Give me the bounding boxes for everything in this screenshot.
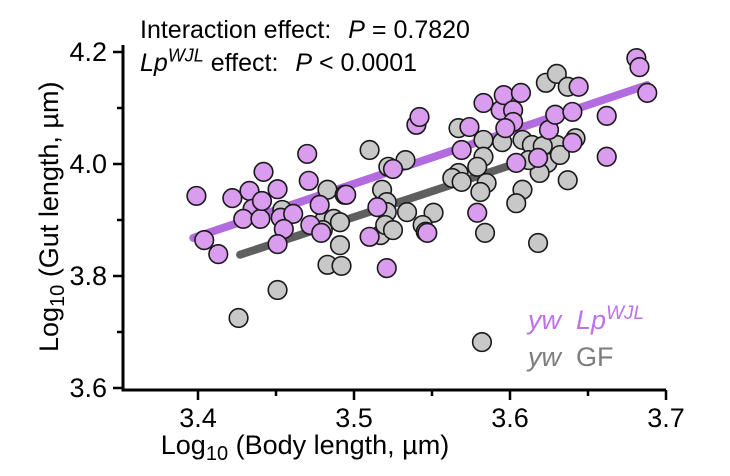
- data-point: [562, 132, 583, 153]
- axis-ticks: [113, 50, 668, 400]
- data-point: [382, 158, 404, 180]
- data-point: [506, 152, 527, 173]
- data-point: [451, 171, 472, 193]
- data-point: [233, 208, 254, 229]
- data-point: [251, 190, 273, 212]
- data-point: [562, 101, 583, 123]
- data-point: [473, 92, 494, 114]
- data-point: [596, 105, 617, 126]
- data-point: [283, 203, 304, 224]
- data-point: [467, 202, 488, 223]
- data-point: [253, 161, 274, 182]
- scatter-points-gf: [228, 63, 586, 353]
- data-point: [186, 185, 207, 207]
- data-point: [336, 184, 357, 205]
- data-point: [409, 106, 430, 128]
- legend-entry-gf: yw GF: [528, 342, 614, 372]
- data-point: [527, 232, 549, 254]
- data-point: [506, 193, 527, 214]
- interaction-effect-text: Interaction effect: P = 0.7820: [140, 16, 470, 44]
- data-point: [459, 116, 480, 138]
- data-point: [549, 144, 571, 166]
- data-point: [510, 82, 532, 103]
- data-point: [329, 235, 351, 256]
- data-point: [470, 181, 491, 203]
- x-axis-label: Log10 (Body length, µm): [160, 430, 450, 465]
- data-point: [222, 188, 243, 209]
- data-point: [629, 57, 650, 78]
- data-point: [329, 212, 351, 233]
- stats-annotation: Interaction effect: P = 0.7820 LpWJL eff…: [140, 14, 470, 80]
- data-point: [359, 139, 380, 161]
- y-axis-label: Log10 (Gut length, µm): [34, 81, 69, 352]
- data-point: [396, 202, 418, 223]
- y-tick-label: 4.0: [69, 149, 107, 179]
- data-point: [596, 146, 617, 167]
- data-point: [208, 244, 229, 265]
- data-point: [545, 104, 566, 125]
- y-tick-label: 4.2: [69, 37, 107, 67]
- data-point: [194, 230, 215, 251]
- lpwjl-effect-text: LpWJL effect: P < 0.0001: [140, 45, 418, 77]
- data-point: [359, 226, 380, 247]
- data-point: [527, 147, 549, 168]
- axes: [121, 45, 666, 392]
- data-point: [228, 307, 249, 329]
- data-point: [267, 179, 288, 200]
- y-tick-label: 3.8: [69, 261, 107, 291]
- data-point: [568, 76, 589, 97]
- data-point: [250, 208, 271, 229]
- data-point: [467, 156, 488, 177]
- data-point: [311, 222, 332, 243]
- x-tick-label: 3.4: [179, 403, 217, 433]
- tick-labels: 3.4 3.5 3.6 3.7 3.6 3.8 4.0 4.2: [69, 37, 684, 433]
- x-tick-label: 3.7: [647, 403, 685, 433]
- data-point: [382, 219, 404, 241]
- data-point: [331, 255, 352, 277]
- x-tick-label: 3.6: [491, 403, 529, 433]
- data-point: [367, 197, 388, 218]
- data-point: [309, 194, 330, 215]
- data-point: [557, 170, 578, 191]
- legend-entry-lpwjl: yw LpWJL: [528, 303, 645, 335]
- data-point: [267, 233, 288, 255]
- x-tick-label: 3.5: [335, 403, 373, 433]
- data-point: [471, 331, 493, 353]
- plot-legend: yw LpWJL yw GF: [528, 302, 644, 376]
- data-point: [297, 143, 318, 165]
- data-point: [637, 82, 658, 103]
- scatter-points-lpwjl: [186, 48, 658, 279]
- data-point: [495, 118, 516, 139]
- data-point: [451, 139, 472, 161]
- data-point: [417, 222, 438, 243]
- data-point: [546, 63, 567, 84]
- data-point: [376, 258, 397, 279]
- y-tick-label: 3.6: [69, 373, 107, 403]
- data-point: [267, 279, 288, 301]
- data-point: [298, 170, 319, 191]
- data-point: [474, 222, 496, 243]
